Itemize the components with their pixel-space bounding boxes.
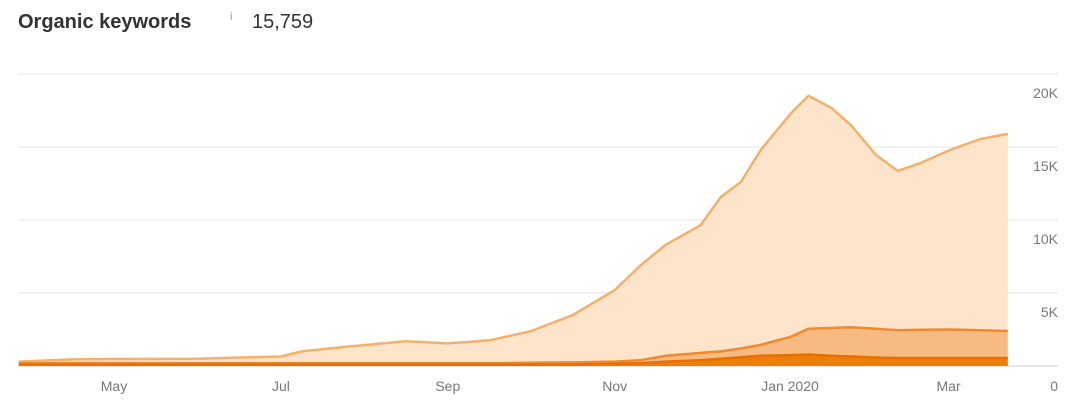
area: [18, 95, 1008, 364]
x-tick-label: May: [101, 378, 127, 394]
x-tick-label: Nov: [602, 378, 627, 394]
info-icon[interactable]: i: [230, 11, 232, 23]
area-line: [18, 326, 1008, 365]
x-tick-label: Jul: [272, 378, 290, 394]
areas: [18, 94, 1009, 366]
chart-title: Organic keywords: [18, 11, 191, 33]
area-line: [18, 94, 1009, 363]
summary-value: 15,759: [252, 11, 313, 33]
x-tick-label: Jan 2020: [761, 378, 819, 394]
y-tick-label: 10K: [1033, 231, 1059, 247]
area: [18, 354, 1008, 366]
y-tick-label: 0: [1050, 378, 1058, 394]
y-tick-label: 20K: [1033, 85, 1059, 101]
area-line: [18, 353, 1008, 366]
x-tick-label: Mar: [937, 378, 961, 394]
y-tick-label: 15K: [1033, 158, 1059, 174]
x-tick-label: Sep: [435, 378, 460, 394]
y-tick-label: 5K: [1041, 304, 1059, 320]
labels: 0 5K 10K 15K 20K May Jul Sep Nov Jan 2020 Mar: [101, 85, 1059, 394]
